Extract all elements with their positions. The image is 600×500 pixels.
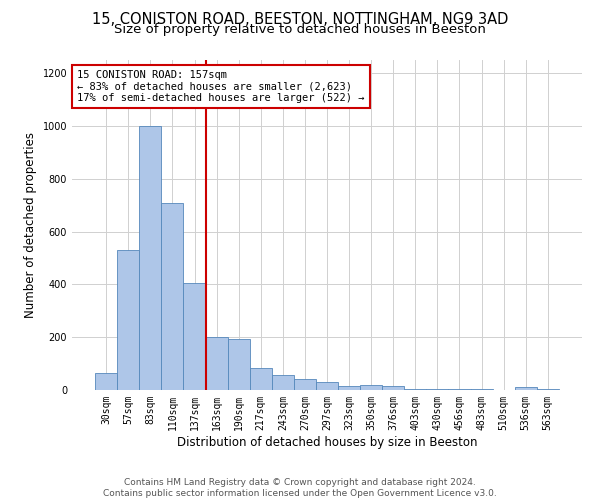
Bar — [184, 283, 206, 390]
Bar — [294, 380, 316, 390]
Bar — [338, 386, 360, 390]
Bar — [470, 388, 493, 390]
Y-axis label: Number of detached properties: Number of detached properties — [24, 132, 37, 318]
Text: 15, CONISTON ROAD, BEESTON, NOTTINGHAM, NG9 3AD: 15, CONISTON ROAD, BEESTON, NOTTINGHAM, … — [92, 12, 508, 28]
Bar — [382, 386, 404, 390]
Bar — [515, 388, 537, 390]
Bar — [95, 373, 117, 390]
Bar — [427, 388, 448, 390]
Bar — [161, 202, 184, 390]
Bar — [117, 250, 139, 390]
X-axis label: Distribution of detached houses by size in Beeston: Distribution of detached houses by size … — [177, 436, 477, 448]
Text: Contains HM Land Registry data © Crown copyright and database right 2024.
Contai: Contains HM Land Registry data © Crown c… — [103, 478, 497, 498]
Text: Size of property relative to detached houses in Beeston: Size of property relative to detached ho… — [114, 22, 486, 36]
Bar — [404, 388, 427, 390]
Bar — [250, 368, 272, 390]
Bar — [139, 126, 161, 390]
Bar — [206, 337, 227, 390]
Bar — [537, 388, 559, 390]
Bar — [227, 338, 250, 390]
Bar — [448, 388, 470, 390]
Bar — [272, 376, 294, 390]
Bar — [360, 384, 382, 390]
Bar — [316, 382, 338, 390]
Text: 15 CONISTON ROAD: 157sqm
← 83% of detached houses are smaller (2,623)
17% of sem: 15 CONISTON ROAD: 157sqm ← 83% of detach… — [77, 70, 365, 103]
